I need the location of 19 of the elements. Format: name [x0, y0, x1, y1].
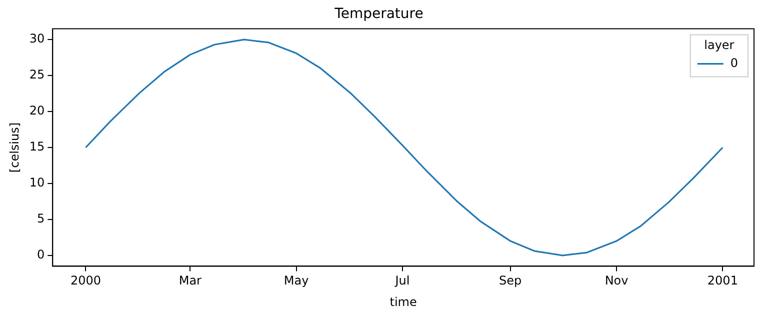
x-tick-label: Sep: [499, 274, 522, 288]
y-tick-label: 25: [29, 68, 45, 82]
y-tick-label: 0: [37, 248, 45, 262]
y-axis-title: [celsius]: [7, 122, 22, 173]
x-tick-label: Mar: [178, 274, 202, 288]
y-tick-label: 5: [37, 212, 45, 226]
chart-title: Temperature: [334, 6, 424, 22]
y-tick-label: 10: [29, 176, 45, 190]
y-tick-label: 15: [29, 140, 45, 154]
x-tick-label: 2001: [707, 274, 738, 288]
legend-title: layer: [704, 38, 734, 52]
x-tick-label: May: [284, 274, 309, 288]
x-tick-label: Jul: [394, 274, 410, 288]
x-tick-label: 2000: [70, 274, 102, 288]
y-tick-label: 20: [29, 104, 45, 118]
x-tick-label: Nov: [604, 274, 628, 288]
x-axis-title: time: [390, 294, 417, 309]
y-tick-label: 30: [29, 32, 45, 46]
legend-label: 0: [730, 56, 738, 70]
